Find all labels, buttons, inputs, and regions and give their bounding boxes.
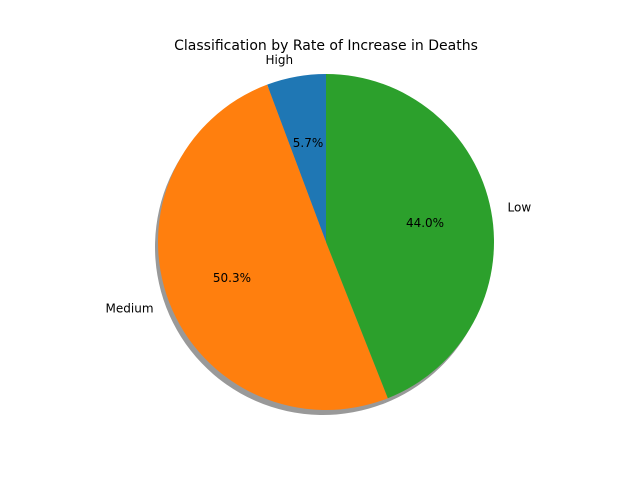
percent-label-low: 44.0% [406,216,444,230]
category-label-medium: Medium [106,301,154,315]
chart-title: Classification by Rate of Increase in De… [174,38,478,54]
percent-label-high: 5.7% [293,136,324,150]
percent-label-medium: 50.3% [213,271,251,285]
pie-slice-medium [158,84,388,410]
pie-slices [158,74,495,410]
category-label-high: High [265,53,293,67]
pie-labels: High 5.7% Medium 50.3% Low 44.0% [106,53,532,315]
pie-slice-high [267,74,326,242]
pie-slice-low [326,74,495,399]
category-label-low: Low [508,200,532,214]
